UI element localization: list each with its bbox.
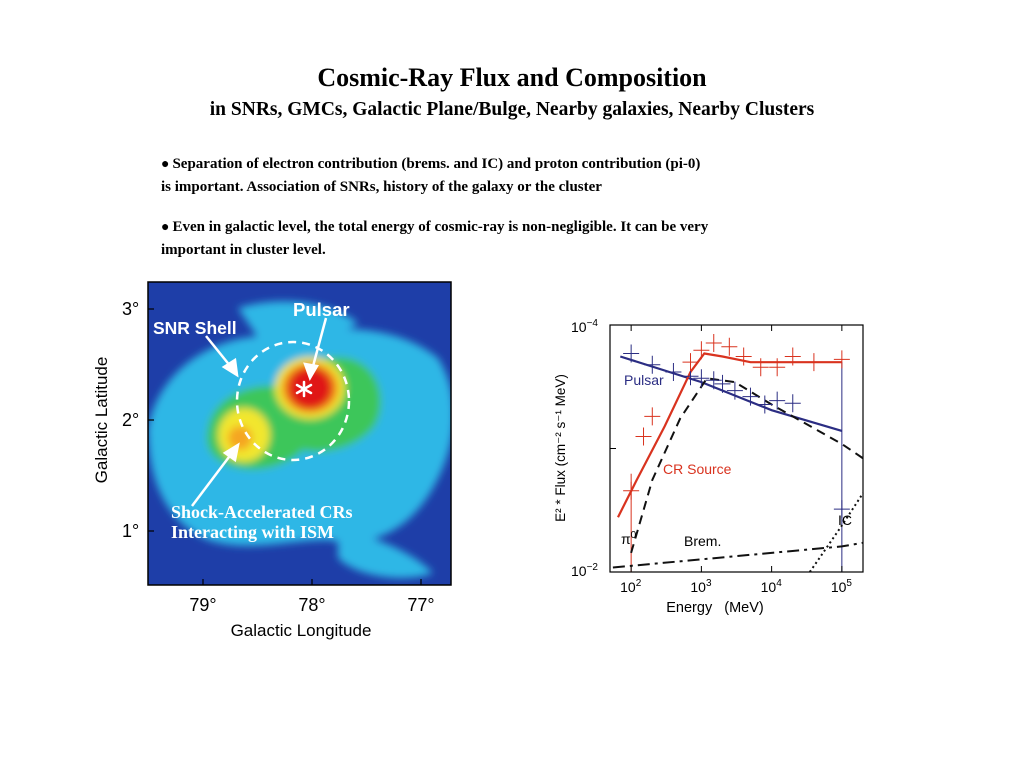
data-point-blue — [665, 362, 682, 381]
y-tick-3: 3° — [122, 299, 139, 319]
page-title: Cosmic-Ray Flux and Composition — [317, 63, 707, 92]
x-tick-label-1e2: 102 — [620, 578, 642, 595]
x-tick-77: 77° — [407, 595, 434, 615]
y-tick-1: 1° — [122, 521, 139, 541]
y-axis-label: Galactic Latitude — [92, 357, 111, 484]
bullet-dot-icon: ● — [161, 157, 170, 172]
data-point-blue — [742, 387, 759, 406]
x-axis-label: Galactic Longitude — [231, 621, 372, 640]
data-point-blue — [714, 374, 731, 393]
data-point-blue — [769, 391, 786, 410]
data-point-blue — [833, 500, 850, 519]
series-line-brem- — [612, 541, 864, 569]
x-tick-label-1e5: 105 — [831, 578, 853, 595]
tick-marks — [610, 325, 843, 572]
ic-annotation: IC — [838, 512, 852, 528]
pulsar-star-icon — [295, 380, 313, 398]
sky-map-ticks — [148, 308, 422, 585]
data-point-blue — [784, 394, 801, 413]
data-point-red — [693, 341, 710, 360]
data-point-red — [644, 407, 661, 426]
shock-label-line-2: Interacting with ISM — [171, 522, 334, 542]
data-point-blue — [644, 355, 661, 374]
series-line-pulsar — [619, 355, 843, 432]
bullet-1: ● Separation of electron contribution (br… — [161, 153, 861, 199]
series-line-ic — [808, 492, 864, 573]
y-axis-label: E² * Flux (cm⁻² s⁻¹ MeV) — [553, 374, 568, 522]
bullet-2: ● Even in galactic level, the total energ… — [161, 216, 861, 262]
data-point-blue — [705, 371, 722, 390]
data-point-red — [682, 353, 699, 372]
x-tick-78: 78° — [298, 595, 325, 615]
pulsar-annotation: Pulsar — [624, 372, 664, 388]
pulsar-label: Pulsar — [293, 299, 350, 320]
data-point-red — [805, 353, 822, 372]
y-tick-label-1e-4: 10−4 — [571, 318, 598, 335]
x-tick-label-1e4: 104 — [761, 578, 783, 595]
bullet-dot-icon: ● — [161, 220, 170, 235]
data-point-blue — [693, 369, 710, 388]
sky-map-figure: SNR Shell Pulsar Shock-Accelerated CRs I… — [92, 281, 452, 640]
plot-area — [612, 334, 864, 573]
data-point-red — [635, 427, 652, 446]
data-point-blue — [756, 395, 773, 414]
data-point-red — [735, 347, 752, 366]
x-tick-label-1e3: 103 — [690, 578, 712, 595]
pi0-annotation: π0 — [621, 530, 637, 547]
bullet-1-line-1: Separation of electron contribution (bre… — [172, 156, 701, 172]
bullet-2-line-2: important in cluster level. — [161, 242, 326, 258]
data-point-red — [833, 350, 850, 369]
bullet-2-line-1: Even in galactic level, the total energy… — [172, 219, 709, 235]
data-point-blue — [726, 381, 743, 400]
data-point-blue — [623, 344, 640, 363]
spectrum-chart: 10−4 10−2 102 103 104 105 Energy (MeV) E… — [553, 318, 864, 616]
page-subtitle: in SNRs, GMCs, Galactic Plane/Bulge, Nea… — [209, 99, 815, 120]
bullet-1-line-2: is important. Association of SNRs, histo… — [161, 179, 602, 195]
series-line--0 — [630, 377, 864, 554]
x-tick-79: 79° — [189, 595, 216, 615]
x-axis-label: Energy (MeV) — [666, 600, 764, 616]
annotation-arrows — [191, 317, 328, 507]
shock-label-line-1: Shock-Accelerated CRs — [171, 502, 352, 522]
data-point-red — [769, 358, 786, 377]
data-point-red — [752, 358, 769, 377]
snr-shell-label: SNR Shell — [153, 318, 237, 338]
y-tick-label-1e-2: 10−2 — [571, 562, 598, 579]
series-line-cr-source — [617, 352, 842, 518]
brems-annotation: Brem. — [684, 533, 721, 549]
x-tick-labels: 102 103 104 105 — [620, 578, 852, 595]
cr-source-annotation: CR Source — [663, 461, 732, 477]
data-point-red — [721, 337, 738, 356]
data-point-red — [784, 347, 801, 366]
data-point-red — [623, 481, 640, 500]
snr-shell-circle — [235, 340, 351, 462]
sky-map-image: SNR Shell Pulsar Shock-Accelerated CRs I… — [148, 282, 451, 585]
sky-map-frame — [147, 281, 452, 586]
data-point-red — [705, 334, 722, 353]
y-tick-2: 2° — [122, 410, 139, 430]
